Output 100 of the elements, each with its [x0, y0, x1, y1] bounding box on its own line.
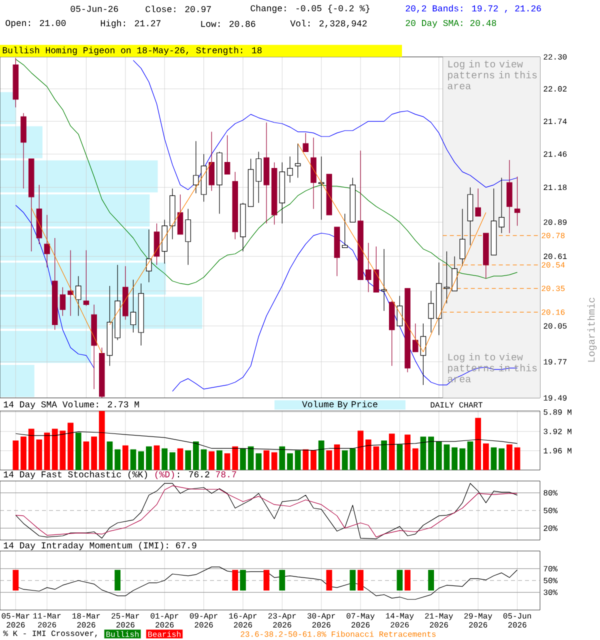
bar [36, 440, 42, 470]
candlestick [130, 279, 136, 333]
bar [358, 430, 364, 470]
bar [271, 452, 278, 470]
candlestick [146, 229, 152, 283]
candlestick [256, 151, 262, 204]
candlestick [224, 134, 230, 174]
bar [436, 441, 442, 470]
chart-title: 14 Day Fast Stochastic (%K) [4, 470, 147, 480]
candlestick [506, 160, 512, 234]
candlestick [177, 194, 184, 235]
bar [169, 452, 176, 470]
candlestick [83, 250, 90, 306]
candlestick [452, 256, 458, 292]
bar [514, 447, 520, 470]
bar [467, 441, 474, 470]
text: Close: 20.97 [146, 6, 211, 12]
candlestick [365, 242, 372, 292]
candlestick [318, 156, 324, 220]
bar [381, 440, 387, 470]
bar [342, 450, 348, 470]
bar [256, 453, 262, 470]
candlestick [193, 140, 199, 194]
bar [452, 447, 458, 470]
bar [279, 446, 286, 470]
bar [498, 448, 505, 470]
bar [200, 449, 207, 470]
candlestick [287, 156, 293, 183]
candlestick [514, 176, 520, 226]
text: (%D) [155, 470, 174, 480]
candlestick [68, 250, 74, 316]
bar [318, 440, 324, 470]
candlestick [44, 214, 50, 268]
bar [177, 448, 184, 470]
bar [248, 446, 254, 470]
bar [444, 444, 450, 470]
bar [334, 444, 340, 470]
candlestick [75, 276, 82, 316]
bar [412, 448, 418, 470]
candlestick [185, 208, 191, 266]
bar [98, 410, 105, 470]
bar [287, 453, 293, 470]
text: : 76.2 [178, 471, 210, 478]
candlestick [208, 131, 214, 192]
bar [20, 436, 26, 470]
bar [162, 448, 168, 470]
bar [75, 432, 82, 470]
bar [388, 434, 395, 470]
bar [240, 448, 246, 470]
bar [310, 450, 316, 470]
bar [138, 451, 144, 470]
candlestick [381, 248, 387, 312]
bar [475, 418, 482, 470]
bar [350, 448, 356, 470]
bar [0, 364, 34, 397]
bar [83, 441, 90, 470]
candlestick [60, 286, 66, 316]
bar [404, 434, 410, 470]
bar [264, 450, 270, 470]
candlestick [460, 208, 466, 266]
candlestick [373, 246, 380, 292]
bar [193, 441, 199, 470]
annotation: Log in to view patterns in this area [448, 60, 537, 90]
candlestick [412, 323, 418, 352]
text: 05-Jun-26 [70, 6, 118, 12]
text: 20,2 Bands: 19.72 , 21.26 [406, 4, 541, 13]
bar [365, 440, 372, 470]
bar [373, 446, 380, 470]
bar [396, 444, 403, 470]
bar [302, 449, 309, 470]
text: 78.7 [216, 471, 236, 478]
candlestick [475, 188, 481, 216]
candlestick [302, 132, 309, 152]
text: Volume By Price [302, 400, 378, 410]
bar [459, 448, 466, 470]
bar [146, 446, 152, 470]
bar [428, 436, 434, 470]
bar [208, 451, 215, 470]
bar [28, 428, 34, 470]
bar [52, 428, 58, 470]
bar [106, 441, 113, 470]
bar [185, 450, 192, 470]
candlestick [396, 296, 403, 326]
candlestick [294, 143, 301, 178]
bar [12, 440, 19, 470]
text: Open: 21.00 [6, 20, 66, 28]
bar [68, 422, 74, 470]
text: Bullish Homing Pigeon on 18-May-26, Strength: 18 [2, 46, 262, 56]
bar [154, 445, 160, 470]
text: High: 21.27 [100, 20, 160, 28]
bar [420, 436, 426, 470]
bar [0, 330, 92, 363]
bar [294, 450, 301, 470]
text: Change: -0.05 {-0.2 %} [250, 4, 370, 14]
bar [224, 453, 230, 470]
bar [326, 450, 332, 470]
candlestick [428, 290, 434, 333]
candlestick [342, 213, 348, 248]
bar [0, 262, 166, 295]
bar [130, 449, 136, 470]
